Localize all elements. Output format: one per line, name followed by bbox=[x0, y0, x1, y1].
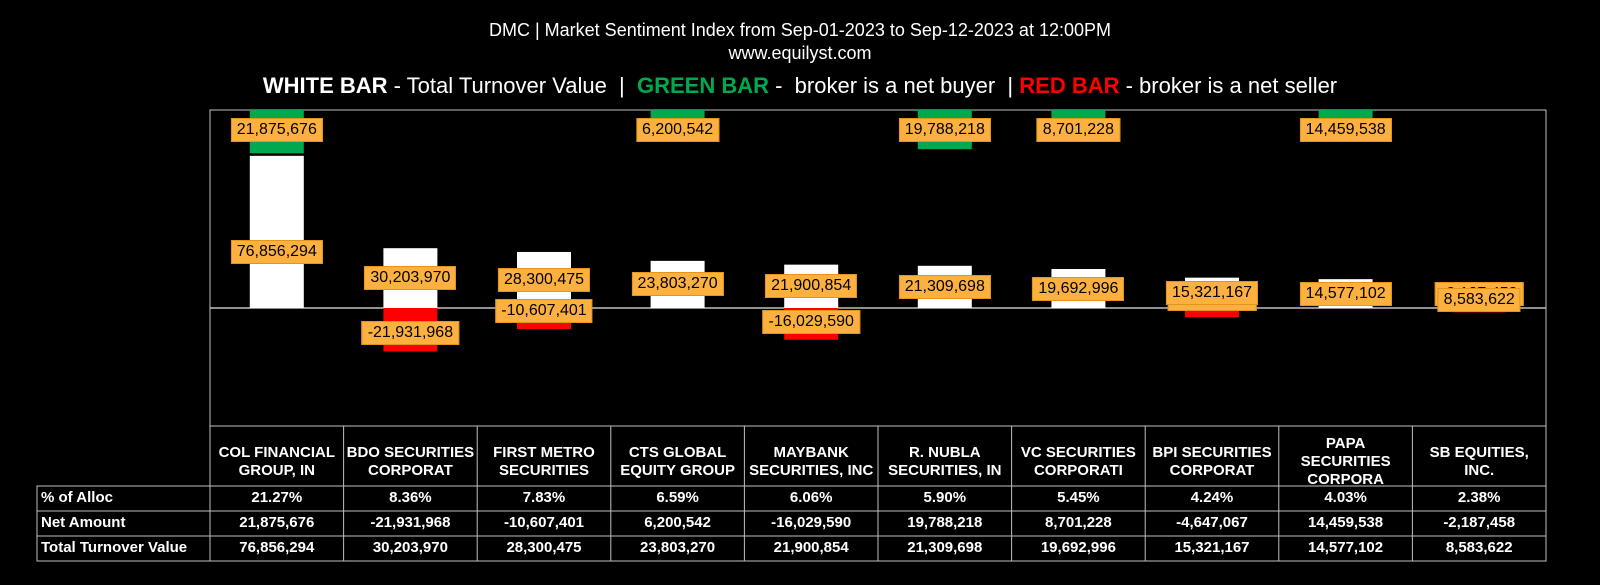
table-cell: 76,856,294 bbox=[239, 539, 315, 556]
table-cell: 6.06% bbox=[789, 489, 833, 506]
table-cell: -2,187,458 bbox=[1443, 514, 1516, 531]
net-amount-label: 8,701,228 bbox=[1036, 118, 1120, 142]
table-cell: 15,321,167 bbox=[1174, 539, 1250, 556]
table-cell: 4.03% bbox=[1324, 489, 1367, 506]
table-cell: 21,875,676 bbox=[239, 514, 315, 531]
table-cell: -21,931,968 bbox=[370, 514, 451, 531]
table-cell: 21.27% bbox=[251, 489, 303, 506]
table-cell: 14,459,538 bbox=[1308, 514, 1384, 531]
turnover-label: 14,577,102 bbox=[1299, 281, 1392, 306]
turnover-label: 30,203,970 bbox=[364, 266, 457, 291]
table-cell: 8,701,228 bbox=[1045, 514, 1112, 531]
row-label: % of Alloc bbox=[41, 489, 113, 506]
legend-white-desc: - Total Turnover Value | bbox=[387, 73, 637, 98]
net-amount-label: -16,029,590 bbox=[762, 309, 860, 334]
table-cell: 8,583,622 bbox=[1445, 539, 1513, 556]
broker-name-header: SB EQUITIES, INC. bbox=[1429, 444, 1529, 479]
table-cell: 7.83% bbox=[522, 489, 566, 506]
turnover-label: 8,583,622 bbox=[1437, 287, 1521, 312]
legend-green-desc: - broker is a net buyer | bbox=[769, 73, 1020, 98]
table-cell: 6,200,542 bbox=[644, 514, 711, 531]
table-cell: 2.38% bbox=[1457, 489, 1501, 506]
net-amount-label: 6,200,542 bbox=[636, 118, 720, 142]
table-cell: 5.45% bbox=[1057, 489, 1100, 506]
net-sell-bar bbox=[1185, 308, 1239, 318]
broker-name-header: FIRST METRO SECURITIES bbox=[493, 444, 595, 479]
table-cell: 23,803,270 bbox=[640, 539, 716, 556]
table-cell: 19,788,218 bbox=[907, 514, 983, 531]
turnover-label: 15,321,167 bbox=[1165, 280, 1259, 305]
table-cell: 28,300,475 bbox=[506, 539, 582, 556]
net-amount-label: -21,931,968 bbox=[361, 321, 460, 346]
turnover-label: 21,309,698 bbox=[898, 274, 991, 299]
turnover-label: 19,692,996 bbox=[1032, 276, 1125, 301]
table-cell: 14,577,102 bbox=[1308, 539, 1384, 556]
legend-red-desc: - broker is a net seller bbox=[1119, 73, 1338, 98]
broker-name-header: R. NUBLA SECURITIES, IN bbox=[888, 444, 1002, 479]
table-cell: 19,692,996 bbox=[1040, 539, 1116, 556]
broker-name-header: MAYBANK SECURITIES, INC bbox=[749, 444, 874, 479]
legend: WHITE BAR - Total Turnover Value | GREEN… bbox=[0, 73, 1600, 99]
table-row: Net Amount 21,875,676 -21,931,968 -10,607,4… bbox=[37, 511, 1546, 536]
row-label: Net Amount bbox=[41, 514, 126, 531]
table-cell: -16,029,590 bbox=[771, 514, 852, 531]
table-cell: 6.59% bbox=[656, 489, 699, 506]
net-amount-label: 14,459,538 bbox=[1299, 118, 1392, 142]
turnover-label: 28,300,475 bbox=[497, 267, 591, 292]
chart-subtitle: www.equilyst.com bbox=[728, 43, 872, 63]
net-amount-label: 19,788,218 bbox=[898, 118, 991, 142]
table-row: % of Alloc 21.27% 8.36% 7.83% 6.59% 6.06% 5.90… bbox=[37, 486, 1546, 511]
turnover-label: 23,803,270 bbox=[631, 272, 724, 297]
legend-red-label: RED BAR bbox=[1019, 73, 1120, 98]
broker-name-header: COL FINANCIAL GROUP, IN bbox=[218, 444, 335, 479]
table-cell: 21,309,698 bbox=[907, 539, 983, 556]
table-cell: 5.90% bbox=[923, 489, 967, 506]
table-cell: -10,607,401 bbox=[503, 514, 585, 531]
table-cell: 30,203,970 bbox=[372, 539, 448, 556]
net-amount-label: -10,607,401 bbox=[495, 299, 593, 323]
table-row: Total Turnover Value 76,856,294 30,203,970… bbox=[37, 536, 1546, 561]
chart-title: DMC | Market Sentiment Index from Sep-01… bbox=[489, 20, 1111, 40]
turnover-label: 76,856,294 bbox=[230, 239, 323, 264]
broker-name-header: PAPA SECURITIES CORPORA bbox=[1300, 435, 1391, 488]
broker-name-header: BPI SECURITIES CORPORAT bbox=[1152, 444, 1272, 479]
turnover-label: 21,900,854 bbox=[765, 274, 858, 299]
table-cell: 8.36% bbox=[389, 489, 432, 506]
broker-name-header: CTS GLOBAL EQUITY GROUP bbox=[620, 444, 735, 479]
net-amount-label: 21,875,676 bbox=[230, 118, 323, 142]
broker-name-header: BDO SECURITIES CORPORAT bbox=[346, 444, 475, 479]
row-label: Total Turnover Value bbox=[41, 539, 188, 556]
table-cell: 21,900,854 bbox=[773, 539, 849, 556]
legend-white-label: WHITE BAR bbox=[262, 73, 388, 98]
turnover-bar bbox=[249, 155, 304, 308]
table-cell: -4,647,067 bbox=[1176, 514, 1248, 531]
table-cell: 4.24% bbox=[1190, 489, 1234, 506]
broker-name-header: VC SECURITIES CORPORATI bbox=[1020, 444, 1136, 479]
legend-green-label: GREEN BAR bbox=[636, 73, 769, 98]
